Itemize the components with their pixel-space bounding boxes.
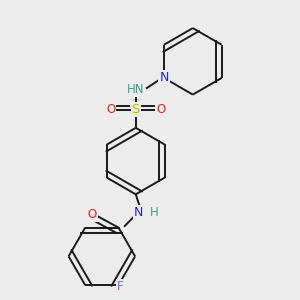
Text: H: H	[150, 206, 158, 219]
Text: F: F	[117, 280, 123, 293]
Text: N: N	[159, 71, 169, 85]
Text: HN: HN	[127, 83, 145, 96]
Text: O: O	[106, 103, 116, 116]
Text: O: O	[156, 103, 165, 116]
Text: N: N	[159, 71, 169, 85]
Text: O: O	[87, 208, 97, 221]
Text: N: N	[134, 206, 143, 219]
Text: S: S	[132, 103, 140, 116]
